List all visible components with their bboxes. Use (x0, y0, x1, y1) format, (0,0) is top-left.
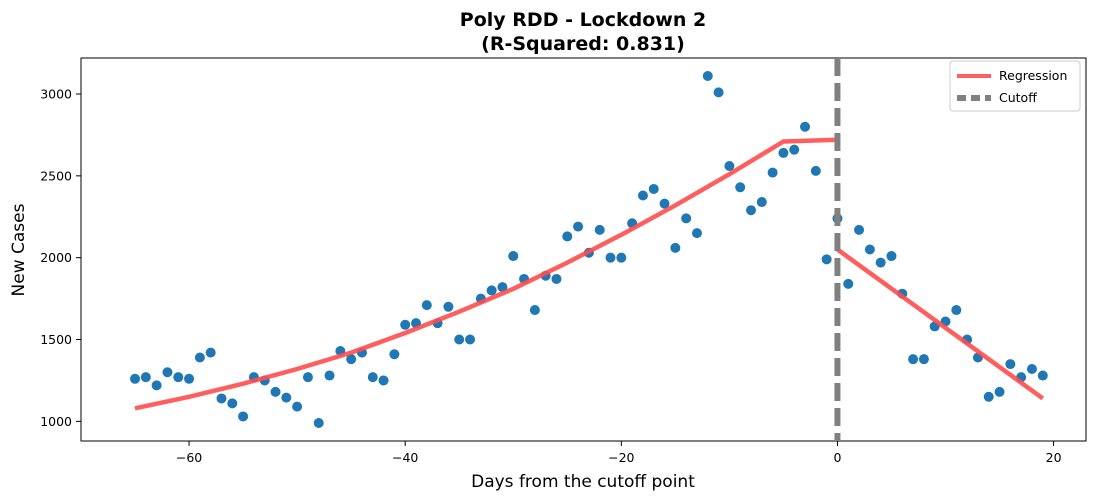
data-point (951, 305, 962, 316)
data-point (800, 121, 811, 132)
data-point (735, 182, 746, 193)
x-tick-label: −60 (176, 450, 202, 465)
y-tick-label: 2500 (40, 168, 72, 183)
data-point (292, 401, 303, 412)
data-point (756, 197, 767, 208)
plot-frame (80, 57, 1087, 442)
data-point (864, 244, 875, 255)
data-point (789, 144, 800, 155)
data-point (886, 251, 897, 262)
legend-cutoff-label: Cutoff (999, 90, 1037, 105)
data-point (659, 198, 670, 209)
data-point (130, 373, 141, 384)
y-tick-label: 1000 (40, 414, 72, 429)
data-point (746, 205, 756, 216)
data-point (648, 183, 659, 194)
data-point (194, 352, 205, 363)
data-point (1026, 363, 1037, 374)
data-point (983, 391, 994, 402)
x-tick-label: −40 (392, 450, 418, 465)
data-point (562, 231, 573, 242)
data-point (162, 367, 173, 378)
data-point (378, 375, 389, 386)
data-point (324, 370, 335, 381)
data-point (681, 213, 692, 224)
y-tick-label: 2000 (40, 250, 72, 265)
data-point (843, 278, 854, 289)
data-point (497, 282, 508, 293)
data-point (616, 252, 627, 263)
data-point (367, 372, 378, 383)
data-point (270, 386, 281, 397)
data-point (670, 242, 681, 253)
data-point (151, 380, 162, 391)
data-point (216, 393, 227, 404)
chart-subtitle: (R-Squared: 0.831) (481, 33, 685, 55)
x-axis-label: Days from the cutoff point (471, 472, 695, 492)
x-tick-label: 0 (833, 450, 841, 465)
data-point (573, 221, 584, 232)
x-tick-label: −20 (608, 450, 634, 465)
data-point (918, 354, 929, 365)
data-point (724, 161, 735, 172)
legend-regression-label: Regression (999, 68, 1067, 83)
data-point (454, 334, 465, 345)
data-point (594, 224, 605, 235)
data-point (854, 224, 865, 235)
data-point (465, 334, 476, 345)
data-point (605, 252, 616, 263)
legend-box (949, 60, 1081, 112)
y-axis-label: New Cases (9, 203, 29, 296)
regression-lines (134, 137, 1045, 411)
data-point (637, 190, 648, 201)
data-point (421, 300, 432, 311)
data-point (227, 398, 238, 409)
data-point (875, 257, 886, 268)
data-point (810, 165, 821, 176)
data-point (1005, 359, 1016, 370)
y-tick-label: 3000 (40, 87, 72, 102)
data-point (140, 372, 151, 383)
data-point (821, 254, 832, 265)
data-point (346, 354, 357, 365)
data-point (281, 392, 292, 403)
data-point (778, 147, 789, 158)
data-point (691, 228, 702, 239)
regression-line-pre (134, 137, 838, 411)
data-point (486, 285, 497, 296)
x-tick-label: 20 (1046, 450, 1062, 465)
data-point (1037, 370, 1048, 381)
data-point (302, 372, 313, 383)
data-point (400, 319, 411, 330)
data-point (313, 417, 324, 428)
data-point (389, 349, 400, 360)
data-point (205, 347, 216, 358)
data-point (184, 373, 195, 384)
legend: Regression Cutoff (949, 60, 1081, 112)
data-point (713, 87, 724, 98)
data-point (994, 386, 1005, 397)
data-point (238, 411, 249, 422)
data-point (767, 167, 778, 178)
chart-title: Poly RDD - Lockdown 2 (460, 9, 706, 31)
regression-line-post (836, 247, 1045, 401)
axis-ticks: −60 −40 −20 0 20 1000 1500 2000 2500 3000 (40, 87, 1061, 465)
data-point (529, 305, 540, 316)
data-point (702, 71, 713, 82)
data-point (508, 251, 519, 262)
data-point (908, 354, 919, 365)
data-point (443, 301, 454, 312)
data-point (551, 273, 562, 284)
data-point (173, 372, 184, 383)
y-tick-label: 1500 (40, 332, 72, 347)
